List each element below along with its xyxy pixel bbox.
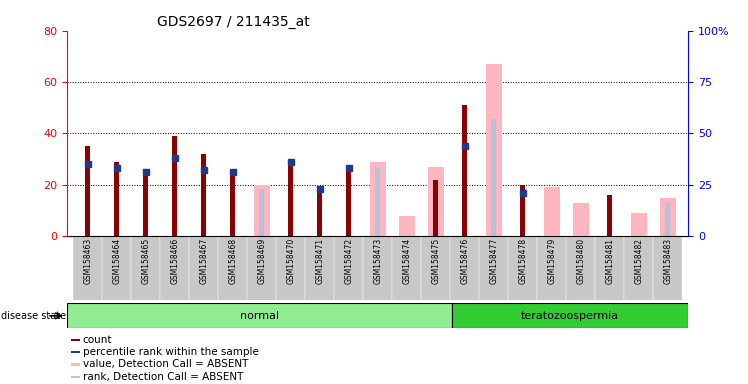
Bar xyxy=(334,236,364,300)
Text: GDS2697 / 211435_at: GDS2697 / 211435_at xyxy=(157,15,310,29)
Bar xyxy=(218,236,247,300)
Bar xyxy=(201,154,206,236)
Text: GSM158466: GSM158466 xyxy=(170,238,180,284)
Bar xyxy=(259,189,264,236)
Bar xyxy=(71,351,80,353)
Bar xyxy=(595,236,625,300)
Bar xyxy=(364,236,392,300)
Text: disease state: disease state xyxy=(1,311,67,321)
Bar xyxy=(131,236,160,300)
Bar xyxy=(665,203,670,236)
Bar xyxy=(491,119,497,236)
Bar xyxy=(428,167,444,236)
Bar xyxy=(399,216,414,236)
Text: GSM158468: GSM158468 xyxy=(228,238,237,284)
Bar xyxy=(71,339,80,341)
Text: GSM158479: GSM158479 xyxy=(548,238,557,284)
Bar xyxy=(230,169,236,236)
Bar xyxy=(450,236,479,300)
Bar xyxy=(509,236,537,300)
Bar xyxy=(479,236,509,300)
Bar xyxy=(288,162,293,236)
Text: GSM158477: GSM158477 xyxy=(489,238,498,284)
Bar xyxy=(392,236,421,300)
Text: value, Detection Call = ABSENT: value, Detection Call = ABSENT xyxy=(83,359,248,369)
Bar xyxy=(71,376,80,378)
Bar xyxy=(172,136,177,236)
Bar xyxy=(102,236,131,300)
Bar xyxy=(71,363,80,366)
Text: rank, Detection Call = ABSENT: rank, Detection Call = ABSENT xyxy=(83,372,243,382)
Bar xyxy=(631,213,647,236)
Bar xyxy=(607,195,613,236)
Bar xyxy=(375,168,380,236)
Text: GSM158482: GSM158482 xyxy=(634,238,643,284)
Bar xyxy=(143,172,148,236)
Bar xyxy=(67,303,452,328)
Bar xyxy=(370,162,386,236)
Text: GSM158473: GSM158473 xyxy=(373,238,382,284)
Bar xyxy=(421,236,450,300)
Text: GSM158478: GSM158478 xyxy=(518,238,527,284)
Bar xyxy=(573,203,589,236)
Bar xyxy=(114,162,119,236)
Text: GSM158464: GSM158464 xyxy=(112,238,121,284)
Bar xyxy=(566,236,595,300)
Bar xyxy=(625,236,653,300)
Text: GSM158463: GSM158463 xyxy=(83,238,92,284)
Bar xyxy=(653,236,682,300)
Text: normal: normal xyxy=(240,311,279,321)
Bar xyxy=(276,236,305,300)
Bar xyxy=(433,180,438,236)
Bar xyxy=(189,236,218,300)
Text: GSM158481: GSM158481 xyxy=(605,238,614,284)
Text: GSM158465: GSM158465 xyxy=(141,238,150,284)
Text: GSM158471: GSM158471 xyxy=(315,238,324,284)
Bar xyxy=(160,236,189,300)
Bar xyxy=(452,303,688,328)
Bar xyxy=(346,167,352,236)
Bar xyxy=(73,236,102,300)
Bar xyxy=(247,236,276,300)
Text: percentile rank within the sample: percentile rank within the sample xyxy=(83,347,259,357)
Text: GSM158467: GSM158467 xyxy=(199,238,208,284)
Bar xyxy=(537,236,566,300)
Text: GSM158474: GSM158474 xyxy=(402,238,411,284)
Text: GSM158470: GSM158470 xyxy=(286,238,295,284)
Bar xyxy=(520,185,525,236)
Text: teratozoospermia: teratozoospermia xyxy=(521,311,619,321)
Bar xyxy=(85,146,91,236)
Text: GSM158475: GSM158475 xyxy=(432,238,441,284)
Bar xyxy=(660,198,676,236)
Bar xyxy=(544,187,560,236)
Text: GSM158469: GSM158469 xyxy=(257,238,266,284)
Text: GSM158476: GSM158476 xyxy=(460,238,469,284)
Bar xyxy=(485,64,502,236)
Text: count: count xyxy=(83,334,112,344)
Text: GSM158483: GSM158483 xyxy=(663,238,672,284)
Bar xyxy=(317,190,322,236)
Bar xyxy=(254,185,270,236)
Bar xyxy=(433,189,438,236)
Text: GSM158480: GSM158480 xyxy=(576,238,586,284)
Text: GSM158472: GSM158472 xyxy=(344,238,353,284)
Bar xyxy=(462,105,468,236)
Bar xyxy=(305,236,334,300)
